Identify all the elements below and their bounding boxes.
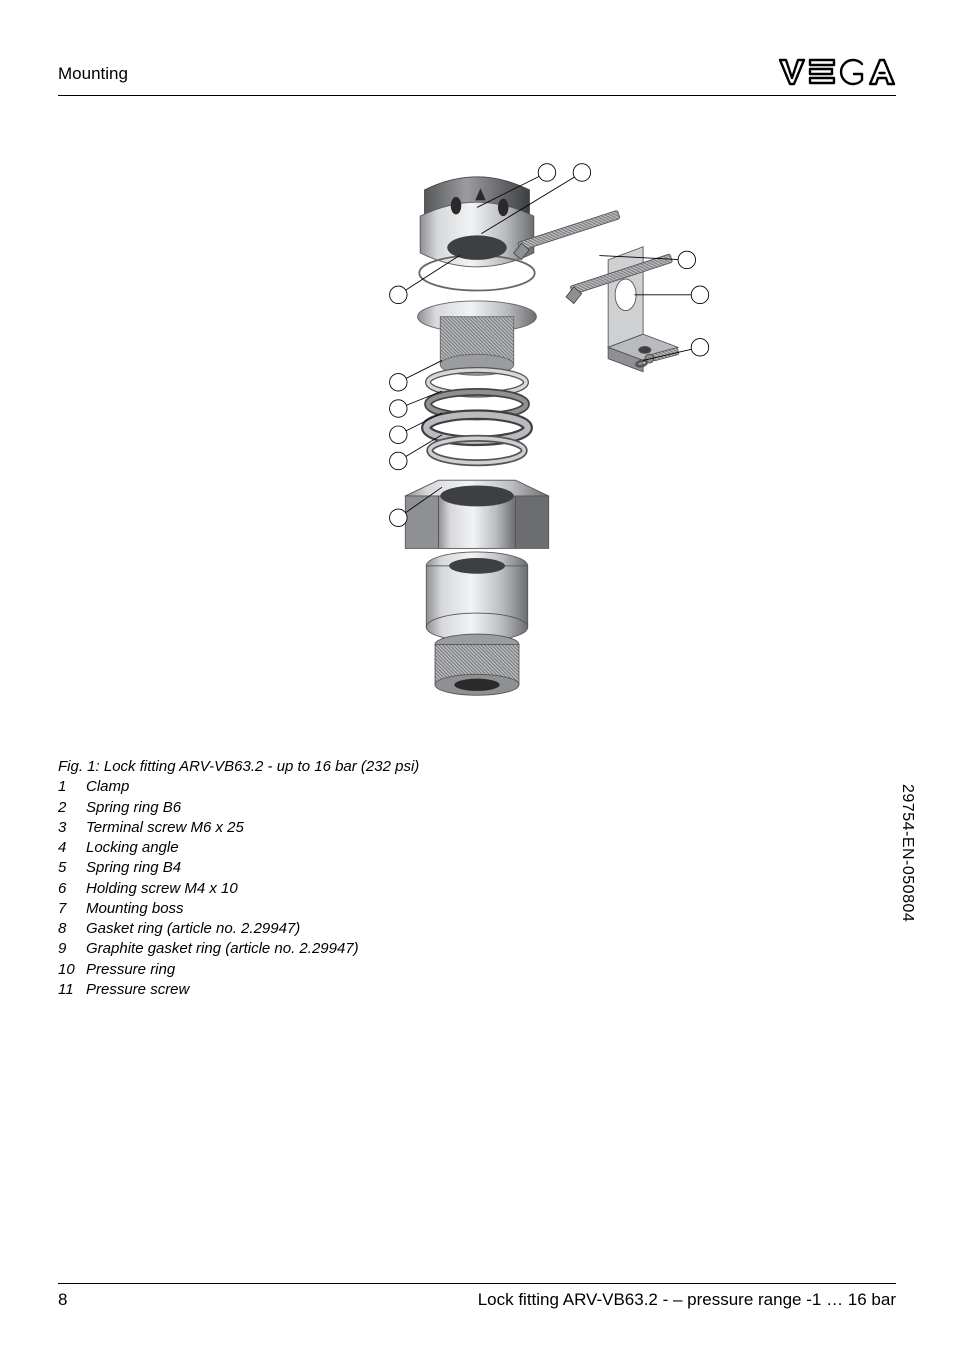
figure-1-illustration [58, 120, 896, 737]
legend-text: Gasket ring (article no. 2.29947) [86, 919, 300, 939]
legend-num: 3 [58, 818, 86, 838]
legend-text: Clamp [86, 777, 129, 797]
legend-num: 5 [58, 858, 86, 878]
legend-row: 4Locking angle [58, 838, 896, 858]
legend-row: 5Spring ring B4 [58, 858, 896, 878]
section-title: Mounting [58, 64, 128, 84]
legend-num: 4 [58, 838, 86, 858]
figure-1-caption-block: Fig. 1: Lock fitting ARV-VB63.2 - up to … [58, 757, 896, 1000]
legend-num: 8 [58, 919, 86, 939]
document-id-vertical: 29754-EN-050804 [898, 784, 916, 922]
figure-1-caption: Fig. 1: Lock fitting ARV-VB63.2 - up to … [58, 757, 896, 777]
page-number: 8 [58, 1290, 67, 1310]
page-header: Mounting [58, 64, 896, 96]
legend-row: 2Spring ring B6 [58, 798, 896, 818]
legend-text: Terminal screw M6 x 25 [86, 818, 244, 838]
legend-num: 2 [58, 798, 86, 818]
legend-row: 9Graphite gasket ring (article no. 2.299… [58, 939, 896, 959]
legend-row: 11Pressure screw [58, 980, 896, 1000]
legend-text: Mounting boss [86, 899, 184, 919]
legend-row: 7Mounting boss [58, 899, 896, 919]
legend-text: Holding screw M4 x 10 [86, 879, 238, 899]
legend-row: 6Holding screw M4 x 10 [58, 879, 896, 899]
legend-row: 1Clamp [58, 777, 896, 797]
legend-row: 3Terminal screw M6 x 25 [58, 818, 896, 838]
legend-text: Pressure ring [86, 960, 175, 980]
legend-text: Pressure screw [86, 980, 189, 1000]
legend-num: 1 [58, 777, 86, 797]
legend-num: 7 [58, 899, 86, 919]
legend-text: Graphite gasket ring (article no. 2.2994… [86, 939, 359, 959]
legend-num: 10 [58, 960, 86, 980]
legend-num: 9 [58, 939, 86, 959]
legend-text: Locking angle [86, 838, 179, 858]
page-footer: 8 Lock fitting ARV-VB63.2 - – pressure r… [58, 1283, 896, 1310]
brand-logo [776, 56, 896, 93]
legend-num: 11 [58, 980, 86, 1000]
legend-text: Spring ring B6 [86, 798, 181, 818]
legend-text: Spring ring B4 [86, 858, 181, 878]
legend-row: 8Gasket ring (article no. 2.29947) [58, 919, 896, 939]
legend-num: 6 [58, 879, 86, 899]
legend-row: 10Pressure ring [58, 960, 896, 980]
footer-doc-title: Lock fitting ARV-VB63.2 - – pressure ran… [478, 1290, 896, 1310]
